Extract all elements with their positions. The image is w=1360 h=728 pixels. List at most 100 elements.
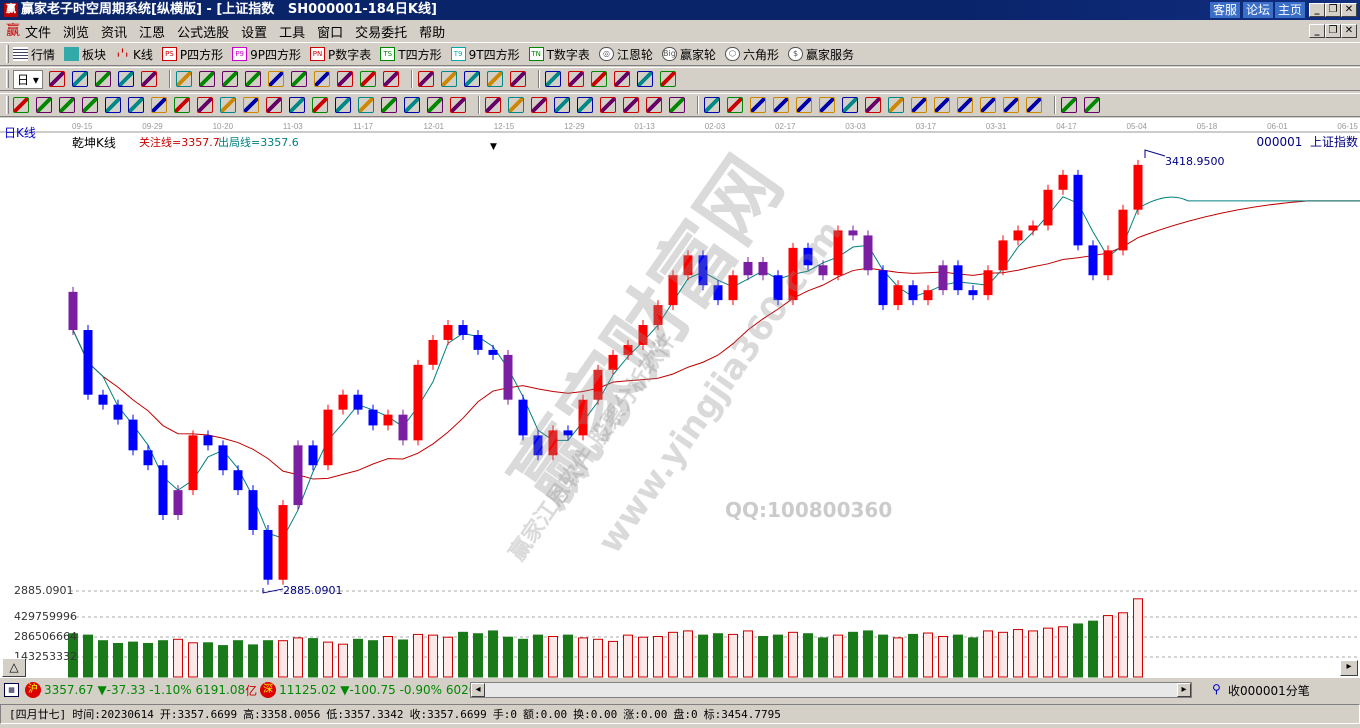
- crosshair-icon[interactable]: [440, 71, 457, 87]
- price-line-icon[interactable]: [865, 97, 881, 113]
- chart-canvas[interactable]: 09-15 09-29 10-20 11-03 11-17 12-01 12-15 12-29…: [0, 118, 1360, 678]
- window-icon[interactable]: [590, 71, 607, 87]
- percent-tool-icon[interactable]: [727, 97, 743, 113]
- level-d-icon[interactable]: [980, 97, 996, 113]
- menu-settings[interactable]: 设置: [241, 25, 268, 41]
- customer-service-link[interactable]: 客服: [1210, 2, 1241, 18]
- lines-a-icon[interactable]: [773, 97, 789, 113]
- cross-lines-icon[interactable]: [335, 97, 351, 113]
- print-icon[interactable]: [636, 71, 653, 87]
- toolbar-grip[interactable]: [6, 45, 9, 63]
- ellipse-icon[interactable]: [151, 97, 167, 113]
- level-c-icon[interactable]: [957, 97, 973, 113]
- channel-icon[interactable]: [243, 97, 259, 113]
- child-restore-button[interactable]: ❐: [1325, 24, 1341, 38]
- arrow-up-icon[interactable]: [427, 97, 443, 113]
- trend-icon[interactable]: [463, 71, 480, 87]
- speed-lines-icon[interactable]: [105, 97, 121, 113]
- gann-box-icon[interactable]: [82, 97, 98, 113]
- toolbar-hexagon-button[interactable]: ⬡ 六角形: [724, 46, 779, 63]
- arrow-right-icon[interactable]: [842, 97, 858, 113]
- child-close-button[interactable]: ✕: [1341, 24, 1357, 38]
- menu-trade[interactable]: 交易委托: [355, 25, 408, 41]
- arrow-down-icon[interactable]: [450, 97, 466, 113]
- dots-icon[interactable]: [600, 97, 616, 113]
- calendar-31-icon[interactable]: [544, 71, 561, 87]
- scroll-right-button[interactable]: ▸: [1340, 660, 1358, 676]
- toolbar-t-number-table-button[interactable]: TN T数字表: [528, 46, 590, 63]
- diamond-down-icon[interactable]: [359, 71, 376, 87]
- fib-lines-icon[interactable]: [220, 97, 236, 113]
- arrow-lines-icon[interactable]: [404, 97, 420, 113]
- export-icon[interactable]: [659, 71, 676, 87]
- menu-window[interactable]: 窗口: [317, 25, 344, 41]
- vertical-lines-icon[interactable]: [381, 97, 397, 113]
- hand-icon[interactable]: [417, 71, 434, 87]
- grid-icon[interactable]: [646, 97, 662, 113]
- flag-icon[interactable]: [140, 71, 157, 87]
- diagonal-icon[interactable]: [669, 97, 685, 113]
- prev-bar-icon[interactable]: [198, 71, 215, 87]
- square-box-icon[interactable]: [266, 97, 282, 113]
- last-bar-icon[interactable]: [244, 71, 261, 87]
- fibonacci-icon[interactable]: [486, 71, 503, 87]
- menu-file[interactable]: 文件: [25, 25, 52, 41]
- star-points-icon[interactable]: [289, 97, 305, 113]
- lines-b-icon[interactable]: [796, 97, 812, 113]
- parallel-icon[interactable]: [36, 97, 52, 113]
- ticker-scrollbar[interactable]: ◂ ▸: [470, 682, 1192, 698]
- infinity-icon[interactable]: [1084, 97, 1100, 113]
- grid-lines-icon[interactable]: [197, 97, 213, 113]
- market-table-icon[interactable]: ▦: [4, 683, 19, 697]
- save-icon[interactable]: [613, 71, 630, 87]
- menu-browse[interactable]: 浏览: [63, 25, 90, 41]
- zoom-out-icon[interactable]: [290, 71, 307, 87]
- zoom-in-icon[interactable]: [267, 71, 284, 87]
- scroll-right-button[interactable]: ▸: [1177, 683, 1191, 697]
- menu-news[interactable]: 资讯: [101, 25, 128, 41]
- text-tool-icon[interactable]: [888, 97, 904, 113]
- diamond-icon[interactable]: [313, 71, 330, 87]
- shaded-box-icon[interactable]: [531, 97, 547, 113]
- next-bar-icon[interactable]: [221, 71, 238, 87]
- star-icon[interactable]: [382, 71, 399, 87]
- level-b-icon[interactable]: [934, 97, 950, 113]
- angle-icon[interactable]: [128, 97, 144, 113]
- toolbar-grip[interactable]: [6, 70, 9, 88]
- yin-yang-icon[interactable]: [1061, 97, 1077, 113]
- toolbar-market-button[interactable]: 行情: [13, 46, 55, 63]
- gann-fan-icon[interactable]: [59, 97, 75, 113]
- ruler-icon[interactable]: [577, 97, 593, 113]
- toolbar-p-square-button[interactable]: PS P四方形: [161, 46, 223, 63]
- forum-link[interactable]: 论坛: [1243, 2, 1274, 18]
- app-menu-icon[interactable]: 赢: [6, 23, 20, 39]
- gann-square-icon[interactable]: [71, 71, 88, 87]
- chart-type-icon[interactable]: [48, 71, 65, 87]
- calculator-icon[interactable]: [567, 71, 584, 87]
- calendar-icon[interactable]: [94, 71, 111, 87]
- diamond-up-icon[interactable]: [336, 71, 353, 87]
- scroll-left-button[interactable]: ◂: [471, 683, 485, 697]
- restore-button[interactable]: ❐: [1325, 3, 1341, 17]
- toolbar-kline-button[interactable]: ╻╹╻ K线: [115, 46, 153, 63]
- toolbar-gann-wheel-button[interactable]: ◎ 江恩轮: [598, 46, 653, 63]
- first-bar-icon[interactable]: [175, 71, 192, 87]
- level-f-icon[interactable]: [1026, 97, 1042, 113]
- toolbar-sector-button[interactable]: 板块: [64, 46, 106, 63]
- menu-formula-screen[interactable]: 公式选股: [177, 25, 230, 41]
- homepage-link[interactable]: 主页: [1275, 2, 1306, 18]
- rect-icon[interactable]: [485, 97, 501, 113]
- toolbar-yingjia-service-button[interactable]: $ 赢家服务: [787, 46, 854, 63]
- close-button[interactable]: ✕: [1341, 3, 1357, 17]
- circle-icon[interactable]: [174, 97, 190, 113]
- menu-gann[interactable]: 江恩: [139, 25, 166, 41]
- spiral-icon[interactable]: [312, 97, 328, 113]
- toolbar-9p-square-button[interactable]: P9 9P四方形: [232, 46, 301, 63]
- pitchfork-icon[interactable]: [358, 97, 374, 113]
- fan-icon[interactable]: [508, 97, 524, 113]
- child-minimize-button[interactable]: _: [1309, 24, 1325, 38]
- bars-icon[interactable]: [623, 97, 639, 113]
- menu-tools[interactable]: 工具: [279, 25, 306, 41]
- toolbar-p-number-table-button[interactable]: PN P数字表: [310, 46, 371, 63]
- period-select[interactable]: 日 ▾: [13, 69, 43, 89]
